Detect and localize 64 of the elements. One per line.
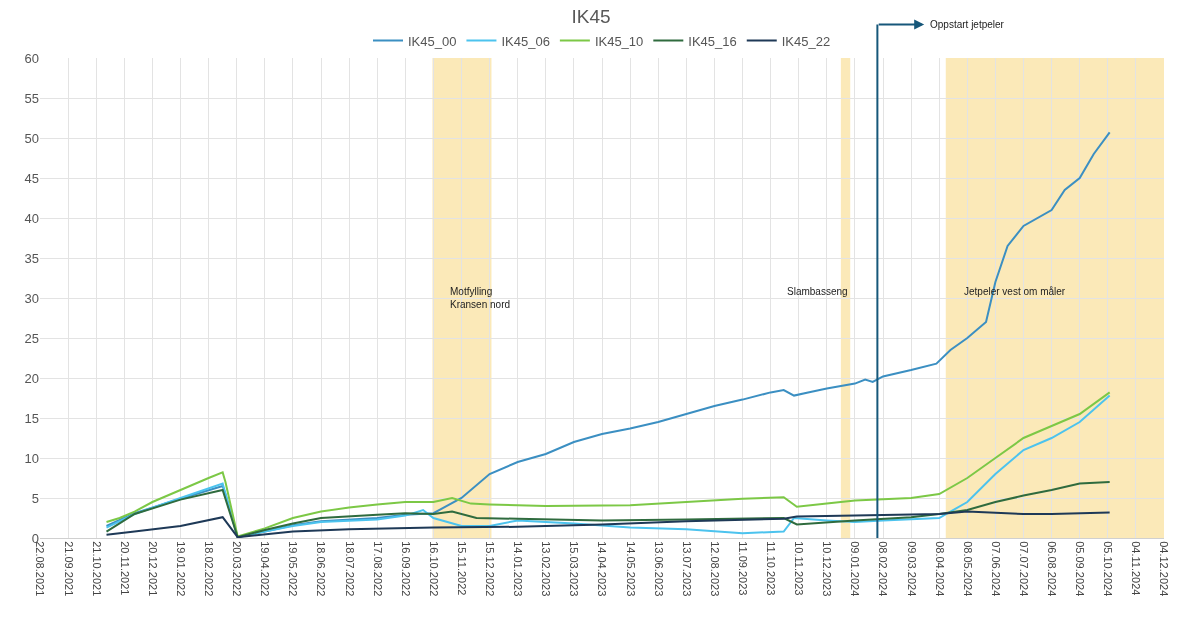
x-tick-label: 11.10.2023 (765, 541, 778, 596)
x-tick-label: 08.02.2024 (877, 541, 890, 597)
x-tick-label: 08.04.2024 (933, 541, 946, 597)
x-tick-label: 19.04.2022 (259, 541, 272, 597)
x-tick-label: 07.06.2024 (989, 541, 1002, 597)
legend-label: IK45_16 (688, 33, 737, 49)
x-tick-label: 09.01.2024 (849, 541, 862, 597)
ref-line-label: Oppstart jetpeler (930, 19, 1005, 30)
x-tick-label: 06.08.2024 (1046, 541, 1059, 597)
y-tick-label: 50 (24, 130, 39, 146)
y-tick-label: 35 (24, 250, 39, 266)
x-tick-label: 13.02.2023 (540, 541, 553, 597)
band-label: Motfylling Kransen nord (450, 286, 511, 310)
x-tick-label: 08.05.2024 (961, 541, 974, 597)
y-tick-label: 25 (24, 330, 39, 346)
line-series (105, 481, 1111, 538)
x-tick-label: 15.03.2023 (568, 541, 581, 597)
x-tick-label: 21.10.2021 (90, 541, 103, 597)
x-tick-label: 16.10.2022 (427, 541, 440, 597)
x-tick-label: 13.07.2023 (680, 541, 693, 597)
x-tick-label: 10.12.2023 (821, 541, 834, 597)
x-tick-label: 14.05.2023 (624, 541, 637, 597)
x-tick-label: 05.10.2024 (1102, 541, 1115, 597)
x-tick-label: 22.08.2021 (34, 541, 47, 597)
x-tick-label: 04.11.2024 (1130, 541, 1143, 596)
x-tick-label: 16.09.2022 (399, 541, 412, 597)
x-tick-label: 04.12.2024 (1158, 541, 1171, 597)
x-tick-label: 15.12.2022 (484, 541, 497, 597)
x-tick-label: 07.07.2024 (1017, 541, 1030, 597)
y-tick-label: 30 (24, 290, 39, 306)
band-label: Slambasseng (787, 286, 848, 297)
chart-title: IK45 (571, 5, 611, 27)
x-tick-label: 14.04.2023 (596, 541, 609, 597)
x-tick-label: 20.03.2022 (231, 541, 244, 597)
y-tick-label: 45 (24, 170, 39, 186)
legend-label: IK45_10 (594, 33, 644, 49)
y-tick-label: 5 (31, 490, 39, 506)
x-tick-label: 11.09.2023 (736, 541, 749, 596)
x-tick-label: 20.11.2021 (118, 541, 131, 596)
y-tick-label: 10 (24, 450, 39, 466)
x-tick-label: 10.11.2023 (793, 541, 806, 596)
legend-label: IK45_00 (408, 33, 457, 49)
x-tick-label: 17.08.2022 (371, 541, 384, 597)
x-tick-label: 21.09.2021 (62, 541, 75, 597)
x-tick-label: 19.01.2022 (174, 541, 187, 597)
x-tick-label: 18.06.2022 (315, 541, 328, 597)
y-tick-label: 60 (24, 50, 39, 66)
y-tick-label: 15 (24, 410, 39, 426)
x-tick-label: 18.02.2022 (203, 541, 216, 597)
x-tick-label: 20.12.2021 (146, 541, 159, 597)
x-tick-label: 05.09.2024 (1074, 541, 1087, 597)
x-tick-label: 12.08.2023 (708, 541, 721, 597)
y-tick-label: 40 (24, 210, 39, 226)
line-series (105, 510, 1111, 538)
legend-label: IK45_06 (501, 33, 550, 49)
x-tick-label: 15.11.2022 (455, 541, 468, 596)
x-tick-label: 18.07.2022 (343, 541, 356, 597)
x-tick-label: 19.05.2022 (287, 541, 300, 597)
x-tick-label: 14.01.2023 (512, 541, 525, 597)
x-tick-label: 09.03.2024 (905, 541, 918, 597)
y-tick-label: 20 (24, 370, 39, 386)
x-tick-label: 13.06.2023 (652, 541, 665, 597)
y-tick-label: 55 (24, 90, 39, 106)
legend-label: IK45_22 (781, 33, 831, 49)
